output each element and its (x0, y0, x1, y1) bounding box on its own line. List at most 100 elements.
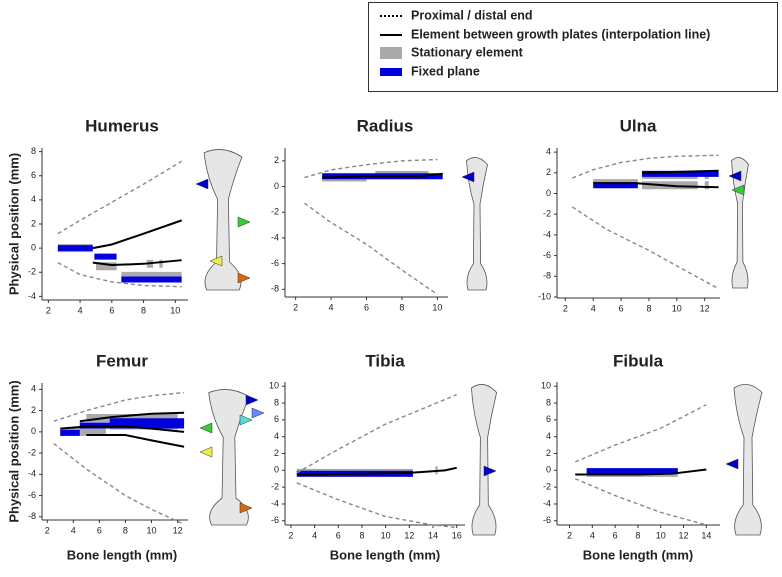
x-tick-label: 6 (109, 305, 114, 315)
y-tick-label: 10 (269, 381, 279, 391)
y-axis-label: Physical position (mm) (6, 153, 21, 295)
y-tick-label: -4 (28, 291, 36, 301)
y-tick-label: -4 (543, 498, 551, 508)
y-tick-label: -6 (28, 490, 36, 500)
x-tick-label: 12 (679, 530, 689, 540)
x-tick-label: 8 (123, 525, 128, 535)
marker-triangle (245, 394, 259, 406)
y-tick-label: 2 (31, 218, 36, 228)
marker-triangle (209, 255, 223, 267)
marker-triangle (199, 446, 213, 458)
x-tick-label: 2 (46, 305, 51, 315)
marker-triangle (237, 272, 251, 284)
y-tick-label: 0 (546, 465, 551, 475)
x-tick-label: 4 (590, 530, 595, 540)
y-tick-label: 4 (546, 147, 551, 157)
y-tick-label: -4 (543, 229, 551, 239)
y-tick-label: 8 (274, 397, 279, 407)
legend-box (368, 2, 778, 92)
legend-label: Fixed plane (411, 64, 480, 78)
x-axis-label: Bone length (mm) (330, 547, 441, 562)
x-tick-label: 4 (591, 303, 596, 313)
legend-label: Proximal / distal end (411, 8, 533, 22)
interpolation-line (322, 172, 443, 179)
interpolation-line (296, 466, 457, 476)
x-tick-label: 4 (312, 530, 317, 540)
interpolation-line (86, 434, 185, 448)
marker-triangle (239, 502, 253, 514)
y-tick-label: -6 (543, 515, 551, 525)
y-tick-label: 0 (546, 188, 551, 198)
y-tick-label: 2 (31, 405, 36, 415)
marker-triangle (195, 178, 209, 190)
x-tick-label: 10 (672, 303, 682, 313)
y-tick-label: -2 (543, 209, 551, 219)
y-tick-label: 2 (546, 448, 551, 458)
end-line (574, 404, 707, 463)
marker-triangle (461, 171, 475, 183)
panel-title: Humerus (85, 116, 159, 135)
x-tick-label: 6 (613, 530, 618, 540)
y-tick-label: -6 (543, 250, 551, 260)
marker-triangle (251, 407, 265, 419)
x-tick-label: 12 (173, 525, 183, 535)
interpolation-line (593, 182, 719, 189)
x-tick-label: 2 (563, 303, 568, 313)
end-line (572, 154, 719, 179)
y-tick-label: -2 (28, 447, 36, 457)
y-tick-label: -4 (271, 232, 279, 242)
y-tick-label: 6 (546, 414, 551, 424)
x-tick-label: 2 (288, 530, 293, 540)
marker-triangle (725, 458, 739, 470)
x-tick-label: 6 (97, 525, 102, 535)
x-tick-label: 2 (567, 530, 572, 540)
x-tick-label: 2 (293, 302, 298, 312)
marker-triangle (237, 216, 251, 228)
x-tick-label: 8 (635, 530, 640, 540)
legend-swatch (380, 68, 402, 76)
x-tick-label: 6 (336, 530, 341, 540)
end-line (296, 482, 457, 529)
y-tick-label: 2 (546, 167, 551, 177)
y-tick-label: -8 (271, 284, 279, 294)
y-tick-label: -8 (543, 271, 551, 281)
marker-triangle (731, 184, 745, 196)
y-tick-label: 8 (31, 146, 36, 156)
x-tick-label: 16 (452, 530, 462, 540)
y-tick-label: -2 (271, 482, 279, 492)
end-line (304, 202, 438, 296)
interpolation-line (641, 169, 719, 174)
x-tick-label: 4 (78, 305, 83, 315)
panel-title: Radius (357, 116, 414, 135)
y-tick-label: 0 (31, 243, 36, 253)
panel-title: Ulna (620, 116, 657, 135)
legend-swatch (380, 47, 402, 59)
y-tick-label: 4 (31, 194, 36, 204)
x-tick-label: 12 (404, 530, 414, 540)
y-tick-label: 4 (546, 431, 551, 441)
bone-illustration (203, 149, 243, 291)
y-tick-label: -8 (28, 511, 36, 521)
end-line (53, 391, 185, 422)
marker-triangle (728, 170, 742, 182)
x-tick-label: 2 (45, 525, 50, 535)
x-tick-label: 6 (619, 303, 624, 313)
x-tick-label: 8 (359, 530, 364, 540)
x-tick-label: 14 (701, 530, 711, 540)
y-tick-label: 6 (274, 414, 279, 424)
y-tick-label: 0 (274, 465, 279, 475)
x-tick-label: 14 (428, 530, 438, 540)
y-tick-label: 6 (31, 170, 36, 180)
interpolation-line (60, 425, 185, 433)
y-axis-label: Physical position (mm) (6, 380, 21, 522)
end-line (296, 393, 457, 474)
y-tick-label: -6 (271, 515, 279, 525)
y-tick-label: 2 (274, 448, 279, 458)
legend-label: Stationary element (411, 45, 524, 59)
x-tick-label: 10 (146, 525, 156, 535)
x-axis-label: Bone length (mm) (583, 547, 694, 562)
panel-title: Tibia (365, 351, 405, 370)
bone-illustration (470, 384, 498, 536)
interpolation-line (92, 219, 182, 250)
